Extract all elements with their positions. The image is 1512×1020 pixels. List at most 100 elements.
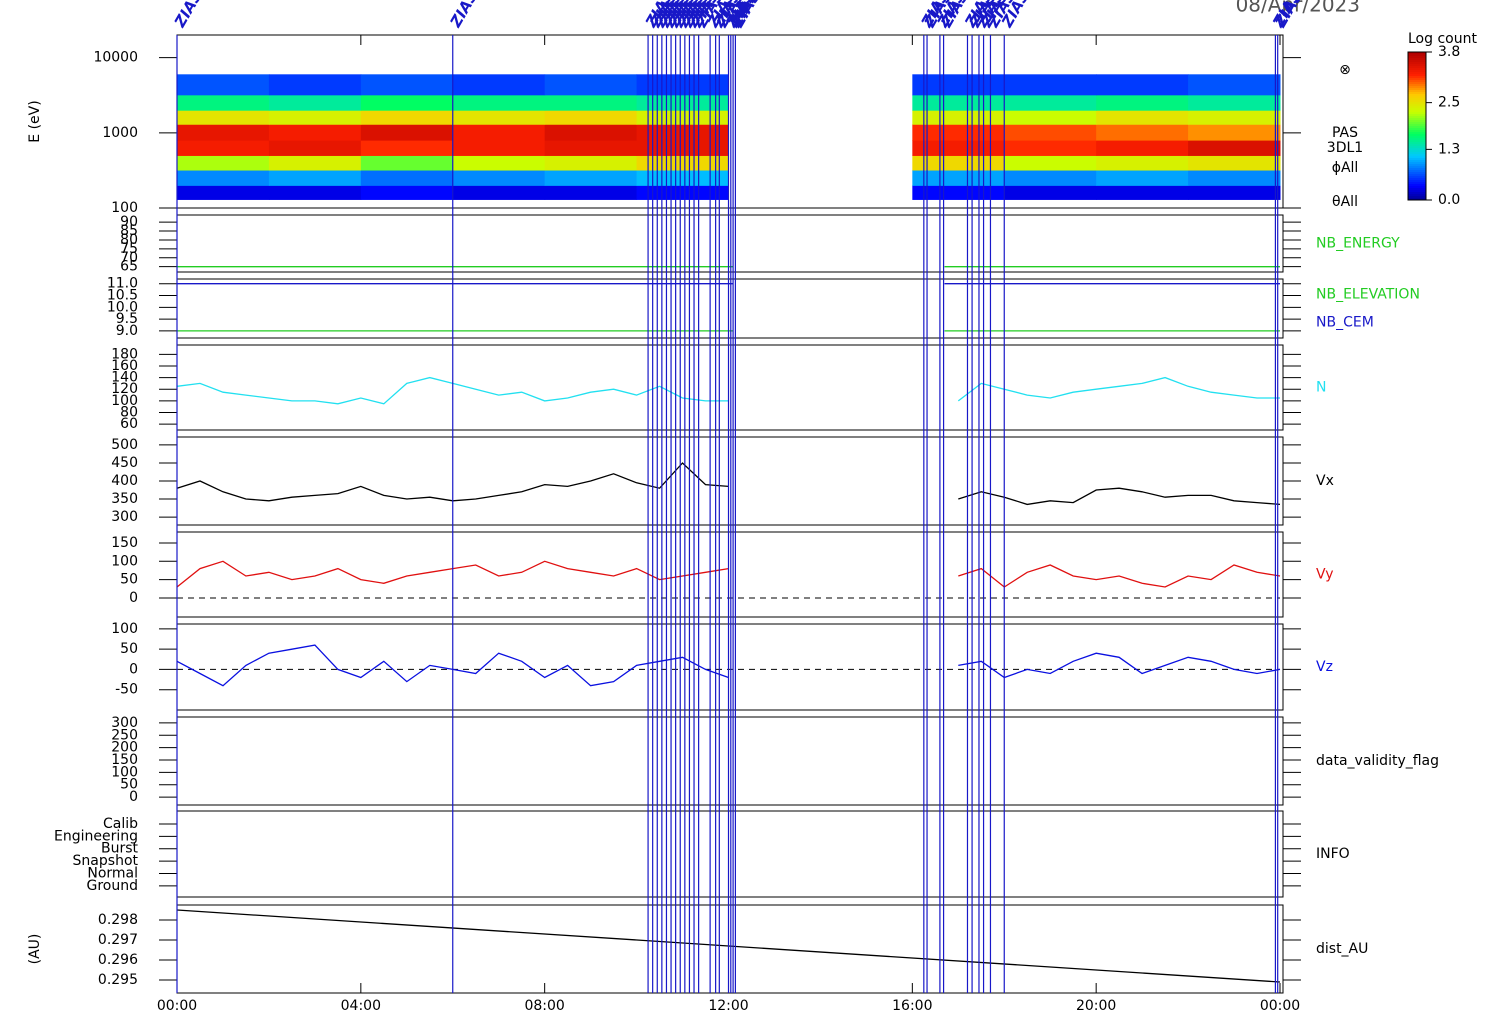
- panel-frame: [176, 436, 1284, 526]
- y-tick-label: 11.0: [107, 276, 138, 292]
- x-tick-label: 08:00: [524, 998, 564, 1014]
- spectrogram-cell: [544, 94, 638, 111]
- x-tick-label: 16:00: [892, 998, 932, 1014]
- spectrogram-cell: [452, 140, 546, 156]
- x-tick-label: 00:00: [1260, 998, 1300, 1014]
- spectrogram-cell: [1188, 170, 1281, 186]
- colorbar-frame: [1407, 51, 1427, 201]
- spectrogram-cell: [360, 110, 454, 125]
- series-label: NB_ELEVATION: [1316, 287, 1420, 303]
- colorbar-tick-label: 2.5: [1438, 95, 1460, 111]
- panel-label: data_validity_flag: [1316, 753, 1439, 769]
- y-tick-label: 50: [120, 777, 138, 793]
- panel-frame: [176, 623, 1284, 711]
- colorbar-swatch: [1408, 98, 1426, 101]
- colorbar-swatch: [1408, 182, 1426, 185]
- colorbar-swatch: [1408, 142, 1426, 145]
- spectrogram-cell: [1096, 124, 1189, 141]
- y-tick-label: 9.0: [116, 323, 138, 339]
- series-label: NB_ENERGY: [1316, 236, 1400, 252]
- y-tick-label: 0.295: [98, 972, 138, 988]
- colorbar-swatch: [1408, 108, 1426, 111]
- spectrogram-cell: [1004, 170, 1097, 186]
- spectrogram-cell: [636, 124, 729, 141]
- colorbar-swatch: [1408, 192, 1426, 195]
- spectrogram-cell: [544, 74, 638, 96]
- spectrogram-cell: [912, 110, 1005, 125]
- spectrogram-cell: [1096, 94, 1189, 111]
- colorbar-title: Log count: [1408, 31, 1477, 47]
- series-label: dist_AU: [1316, 941, 1368, 957]
- spectrogram-cell: [544, 185, 638, 200]
- y-axis-label: E (eV): [27, 100, 43, 142]
- y-tick-label: 80: [120, 405, 138, 421]
- colorbar-swatch: [1408, 188, 1426, 191]
- y-tick-label: 1000: [102, 125, 138, 141]
- y-tick-label: 80: [120, 232, 138, 248]
- colorbar-swatch: [1408, 164, 1426, 167]
- y-tick-label: 0: [129, 590, 138, 606]
- y-tick-label: 100: [111, 764, 138, 780]
- spectrogram-cell: [636, 140, 729, 156]
- spectrogram-cell: [1096, 74, 1189, 96]
- colorbar-swatch: [1408, 170, 1426, 173]
- panel-label: ⊗: [1339, 62, 1351, 78]
- y-tick-label: 10.0: [107, 299, 138, 315]
- colorbar-swatch: [1408, 120, 1426, 123]
- spectrogram-cell: [1004, 124, 1097, 141]
- spectrogram-cell: [177, 124, 270, 141]
- colorbar-swatch: [1408, 198, 1426, 201]
- spectrogram-cell: [912, 124, 1005, 141]
- spectrogram-cell: [452, 155, 546, 171]
- spectrogram-cell: [177, 110, 270, 125]
- colorbar-swatch: [1408, 196, 1426, 199]
- colorbar-swatch: [1408, 138, 1426, 141]
- colorbar-swatch: [1408, 86, 1426, 89]
- series-label: Vx: [1316, 473, 1334, 489]
- spectrogram-cell: [636, 155, 729, 171]
- event-label: ZIAS: [170, 0, 206, 31]
- colorbar-swatch: [1408, 180, 1426, 183]
- x-tick-label: 04:00: [341, 998, 381, 1014]
- y-tick-label: 300: [111, 509, 138, 525]
- spectrogram-cell: [636, 110, 729, 125]
- spectrogram-cell: [360, 124, 454, 141]
- spectrogram-cell: [912, 140, 1005, 156]
- spectrogram-cell: [544, 140, 638, 156]
- colorbar-swatch: [1408, 194, 1426, 197]
- spectrogram-cell: [268, 140, 362, 156]
- y-tick-label: Ground: [87, 878, 139, 894]
- colorbar-swatch: [1408, 78, 1426, 81]
- spectrogram-cell: [1188, 94, 1281, 111]
- y-tick-label: 500: [111, 437, 138, 453]
- panel-frame: [176, 278, 1284, 339]
- colorbar-swatch: [1408, 174, 1426, 177]
- colorbar-swatch: [1408, 90, 1426, 93]
- colorbar-swatch: [1408, 168, 1426, 171]
- colorbar-swatch: [1408, 140, 1426, 143]
- colorbar-swatch: [1408, 106, 1426, 109]
- date: 08/Apr/2023: [1236, 0, 1360, 17]
- spectrogram-cell: [1188, 185, 1281, 200]
- x-tick-label: 12:00: [708, 998, 748, 1014]
- spectrogram-cell: [360, 94, 454, 111]
- colorbar-tick-label: 0.0: [1438, 192, 1460, 208]
- colorbar-swatch: [1408, 162, 1426, 165]
- spectrogram-cell: [1096, 110, 1189, 125]
- x-tick-label: 00:00: [157, 998, 197, 1014]
- spectrogram-cell: [452, 110, 546, 125]
- y-tick-label: Engineering: [54, 828, 138, 844]
- y-tick-label: 0.297: [98, 932, 138, 948]
- spectrogram-cell: [1188, 124, 1281, 141]
- y-tick-label: 75: [120, 241, 138, 257]
- colorbar-swatch: [1408, 100, 1426, 103]
- spectrogram-cell: [177, 155, 270, 171]
- colorbar-swatch: [1408, 94, 1426, 97]
- colorbar-swatch: [1408, 116, 1426, 119]
- y-tick-label: 90: [120, 214, 138, 230]
- colorbar-swatch: [1408, 178, 1426, 181]
- spectrogram-cell: [912, 94, 1005, 111]
- spectrogram-cell: [268, 74, 362, 96]
- y-tick-label: 100: [111, 200, 138, 216]
- y-tick-label: 60: [120, 416, 138, 432]
